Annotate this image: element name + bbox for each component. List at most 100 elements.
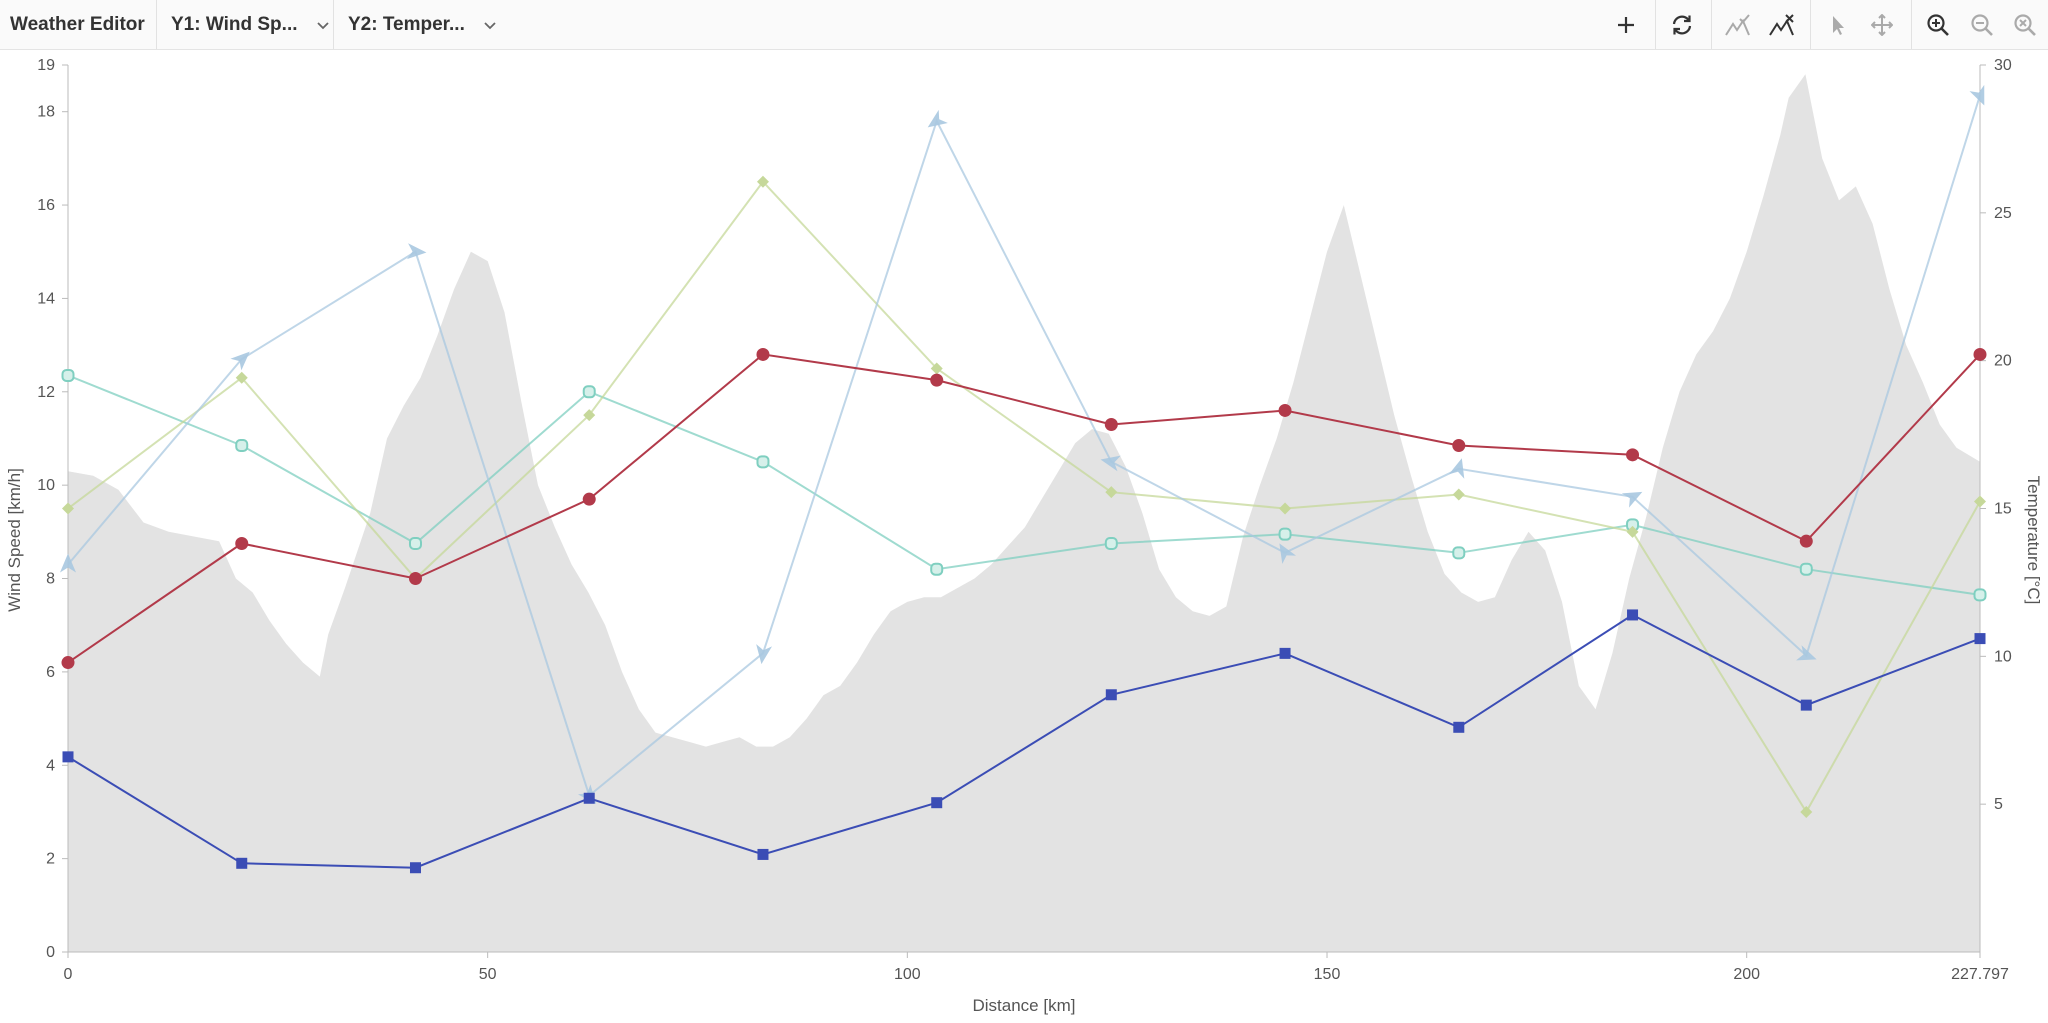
y1-axis-dropdown[interactable]: Y1: Wind Sp... [171, 0, 329, 49]
data-point [235, 438, 249, 452]
data-point [1105, 689, 1117, 701]
weather-chart[interactable]: 0 2 4 6 8 10 12 14 16 18 19 5 10 15 20 25 30 0 50 100 150 200… [0, 50, 2048, 1023]
y1-tick-label: 4 [46, 757, 55, 774]
y2-tick-label: 20 [1994, 353, 2012, 370]
data-point [756, 455, 770, 469]
series-circle [61, 347, 1987, 670]
y1-tick-label: 8 [46, 571, 55, 588]
y1-tick-label: 6 [46, 664, 55, 681]
data-point [1974, 633, 1986, 645]
wind-direction-arrow [1279, 543, 1297, 564]
zoom-in-icon[interactable] [1921, 8, 1955, 42]
data-point [582, 385, 596, 399]
data-point [62, 502, 74, 515]
series-line [67, 180, 1981, 814]
wind-direction-arrow [1100, 455, 1121, 472]
data-point [1973, 347, 1987, 361]
data-point [582, 492, 596, 506]
y2-tick-label: 30 [1994, 57, 2012, 74]
data-point [1800, 699, 1812, 711]
peaks-check-icon[interactable] [1721, 8, 1755, 42]
data-point [1799, 562, 1813, 576]
toolbar-divider [1810, 0, 1811, 49]
y1-tick-label: 12 [37, 384, 55, 401]
wind-direction-arrow [756, 644, 773, 665]
data-point [1452, 488, 1465, 501]
data-point [235, 537, 249, 551]
data-point [1452, 546, 1466, 560]
data-point [408, 572, 422, 586]
wind-direction-arrow [60, 553, 76, 573]
axes-layer: 0 2 4 6 8 10 12 14 16 18 19 5 10 15 20 25 30 0 50 100 150 200… [37, 57, 2012, 983]
data-point [1974, 495, 1986, 508]
wind-direction-arrow [230, 351, 250, 371]
toolbar: Weather Editor Y1: Wind Sp... Y2: Temper… [0, 0, 2048, 50]
data-point [1278, 527, 1292, 541]
data-point [1626, 525, 1639, 538]
data-point [1453, 721, 1465, 733]
y1-axis-label: Y1: Wind Sp... [171, 14, 298, 35]
y2-tick-label: 25 [1994, 205, 2012, 222]
series-open-circle [61, 368, 1987, 602]
series-line [67, 95, 1981, 798]
data-point [61, 368, 75, 382]
data-point [930, 362, 943, 375]
wind-direction-arrow [1621, 491, 1643, 508]
chevron-down-icon [484, 0, 496, 49]
wind-direction-arrow [1448, 458, 1465, 479]
data-point [1279, 502, 1292, 515]
wind-direction-arrow [927, 109, 948, 128]
data-point [757, 848, 769, 860]
pointer-icon[interactable] [1821, 8, 1855, 42]
data-point [62, 751, 74, 763]
y2-tick-label: 10 [1994, 648, 2012, 665]
data-point [756, 347, 770, 361]
wind-direction-arrow [406, 243, 427, 260]
data-point [408, 537, 422, 551]
series-square [62, 609, 1986, 874]
y1-tick-label: 14 [37, 290, 55, 307]
data-point [1627, 609, 1639, 621]
x-tick-label: 100 [894, 966, 921, 983]
data-point [930, 373, 944, 387]
y1-tick-label: 10 [37, 477, 55, 494]
series-line [67, 374, 1981, 596]
data-point [1104, 537, 1118, 551]
data-point [1279, 647, 1291, 659]
toolbar-divider [1911, 0, 1912, 49]
y1-tick-label: 16 [37, 197, 55, 214]
y1-tick-label: 0 [46, 944, 55, 961]
zoom-reset-icon[interactable] [2008, 8, 2042, 42]
plus-icon[interactable] [1609, 8, 1643, 42]
x-tick-label: 50 [479, 966, 497, 983]
data-point [931, 797, 943, 809]
zoom-out-icon[interactable] [1965, 8, 1999, 42]
series-line [67, 613, 1981, 869]
data-point [583, 409, 596, 422]
y2-tick-label: 5 [1994, 796, 2003, 813]
data-point [583, 792, 595, 804]
y2-axis-dropdown[interactable]: Y2: Temper... [348, 0, 496, 49]
y1-tick-label: 19 [37, 57, 55, 74]
x-axis-label: Distance [km] [973, 996, 1076, 1015]
data-point [1973, 588, 1987, 602]
y2-axis-label: Temperature [°C] [2024, 476, 2043, 605]
series-layer [60, 84, 1987, 874]
refresh-icon[interactable] [1665, 8, 1699, 42]
y1-axis-label: Wind Speed [km/h] [5, 468, 24, 612]
data-point [1278, 403, 1292, 417]
y2-axis-label: Y2: Temper... [348, 14, 465, 35]
x-tick-label: 0 [64, 966, 73, 983]
move-icon[interactable] [1865, 8, 1899, 42]
series-line [67, 353, 1981, 664]
series-arrow [60, 84, 1985, 805]
data-point [1626, 448, 1640, 462]
data-point [1452, 438, 1466, 452]
data-point [1104, 417, 1118, 431]
peaks-cross-icon[interactable] [1765, 8, 1799, 42]
data-point [1800, 805, 1813, 818]
data-point [1105, 486, 1118, 499]
y1-tick-label: 18 [37, 104, 55, 121]
app-title: Weather Editor [10, 14, 145, 35]
toolbar-divider [1711, 0, 1712, 49]
